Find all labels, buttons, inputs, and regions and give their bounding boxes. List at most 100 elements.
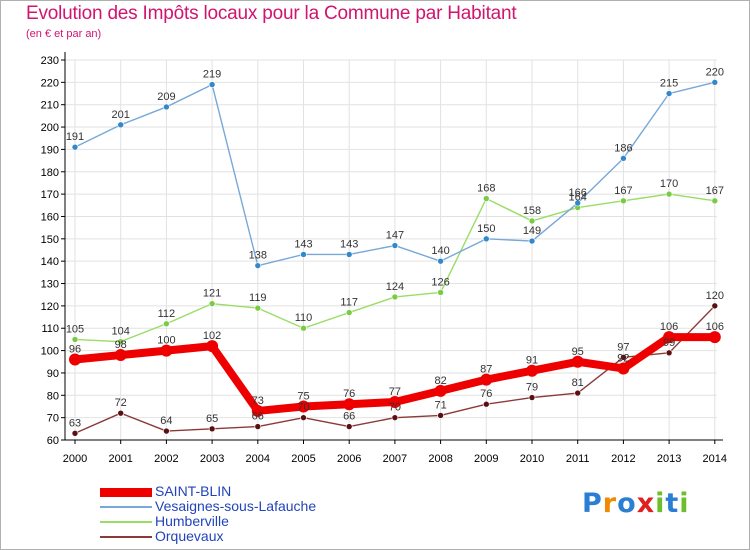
data-point-humberville <box>620 197 627 205</box>
data-point-humberville <box>208 300 216 307</box>
data-point-orquevaux <box>254 423 262 430</box>
y-tick-label: 160 <box>41 211 59 223</box>
data-label-saint-blin: 95 <box>572 346 584 358</box>
data-label-humberville: 167 <box>614 185 632 197</box>
x-tick-label: 2012 <box>611 453 635 465</box>
data-point-orquevaux <box>482 400 490 408</box>
data-point-orquevaux <box>620 353 627 361</box>
data-point-humberville <box>711 197 719 205</box>
data-point-humberville <box>528 217 536 225</box>
data-label-humberville: 168 <box>477 183 495 195</box>
data-point-saint-blin <box>663 331 676 344</box>
x-tick-label: 2008 <box>428 453 452 465</box>
y-tick-label: 60 <box>47 435 59 447</box>
y-tick-label: 80 <box>47 390 59 402</box>
x-tick-label: 2001 <box>108 453 132 465</box>
y-tick-label: 220 <box>41 77 59 89</box>
data-point-saint-blin <box>160 344 173 357</box>
data-label-vesaignes-sous-lafauche: 219 <box>203 69 221 81</box>
data-label-orquevaux: 79 <box>526 382 538 394</box>
x-tick-label: 2003 <box>200 453 224 465</box>
data-label-vesaignes-sous-lafauche: 143 <box>340 238 358 250</box>
data-point-orquevaux <box>574 389 582 397</box>
data-label-humberville: 124 <box>386 281 404 293</box>
data-label-vesaignes-sous-lafauche: 215 <box>660 78 678 90</box>
legend-label-vesaignes: Vesaignes-sous-Lafauche <box>155 498 317 514</box>
legend-swatch-humberville <box>100 521 152 523</box>
y-tick-label: 190 <box>41 144 59 156</box>
data-label-orquevaux: 97 <box>617 341 629 353</box>
data-label-orquevaux: 70 <box>389 402 401 414</box>
data-point-humberville <box>665 190 673 198</box>
data-point-humberville <box>391 293 399 301</box>
data-point-saint-blin <box>297 400 310 413</box>
series-lines <box>69 79 721 437</box>
y-tick-label: 120 <box>41 301 59 313</box>
data-point-saint-blin <box>388 396 401 408</box>
chart-subtitle: (en € et par an) <box>26 28 102 40</box>
data-label-saint-blin: 82 <box>434 375 446 387</box>
y-tick-label: 230 <box>41 55 59 67</box>
data-point-vesaignes-sous-lafauche <box>711 79 719 86</box>
x-tick-label: 2009 <box>474 453 498 465</box>
data-label-orquevaux: 65 <box>206 413 218 425</box>
data-point-vesaignes-sous-lafauche <box>574 199 582 207</box>
data-point-orquevaux <box>163 427 170 435</box>
y-tick-label: 210 <box>41 100 59 112</box>
data-label-orquevaux: 99 <box>663 337 675 349</box>
data-label-saint-blin: 73 <box>252 395 264 407</box>
data-label-orquevaux: 120 <box>706 290 724 302</box>
y-tick-label: 90 <box>47 368 59 380</box>
axes <box>61 52 723 444</box>
logo-letter: i <box>679 488 690 519</box>
data-point-saint-blin <box>480 373 493 386</box>
data-label-saint-blin: 75 <box>297 390 309 402</box>
data-label-orquevaux: 66 <box>252 411 264 423</box>
y-tick-label: 150 <box>41 234 59 246</box>
data-label-saint-blin: 92 <box>617 352 629 364</box>
y-tick-label: 200 <box>41 122 59 134</box>
data-label-vesaignes-sous-lafauche: 209 <box>157 91 175 103</box>
data-point-saint-blin <box>708 331 721 344</box>
data-label-humberville: 164 <box>569 192 587 204</box>
data-point-vesaignes-sous-lafauche <box>620 155 627 162</box>
data-label-saint-blin: 96 <box>69 344 81 356</box>
y-tick-labels: 60 70 80 90 100 110 120 130 140 150 160 170 180 190 20… <box>41 55 59 447</box>
data-point-vesaignes-sous-lafauche <box>437 257 444 265</box>
data-point-humberville <box>163 320 170 328</box>
data-label-vesaignes-sous-lafauche: 220 <box>706 66 724 78</box>
data-label-saint-blin: 102 <box>203 330 221 342</box>
data-label-humberville: 105 <box>66 323 84 335</box>
logo-letter: i <box>655 488 666 519</box>
data-point-saint-blin <box>526 364 538 377</box>
x-tick-label: 2005 <box>291 453 315 465</box>
logo-letter: P <box>582 488 603 519</box>
legend-label-orquevaux: Orquevaux <box>155 528 224 544</box>
data-point-vesaignes-sous-lafauche <box>300 251 307 258</box>
y-tick-label: 70 <box>47 413 59 425</box>
grid-lines <box>65 59 717 440</box>
data-point-humberville <box>345 309 353 316</box>
data-label-humberville: 170 <box>660 178 678 190</box>
data-point-orquevaux <box>437 412 444 419</box>
data-point-saint-blin <box>114 349 127 362</box>
logo-letter: r <box>602 488 618 519</box>
data-point-vesaignes-sous-lafauche <box>391 242 399 249</box>
x-tick-label: 2006 <box>337 453 361 465</box>
x-tick-labels: 2000 2001 2002 2003 2004 2005 2006 2007 2008 2009… <box>63 453 727 465</box>
data-label-vesaignes-sous-lafauche: 149 <box>523 225 541 237</box>
y-tick-label: 130 <box>41 279 59 291</box>
data-point-orquevaux <box>391 414 399 421</box>
data-label-vesaignes-sous-lafauche: 140 <box>431 245 449 257</box>
data-point-humberville <box>300 324 307 332</box>
data-point-vesaignes-sous-lafauche <box>528 237 536 245</box>
data-point-orquevaux <box>711 302 719 310</box>
data-point-vesaignes-sous-lafauche <box>345 251 353 258</box>
data-label-saint-blin: 76 <box>343 388 355 400</box>
data-label-vesaignes-sous-lafauche: 143 <box>294 238 312 250</box>
data-point-saint-blin <box>343 398 356 411</box>
y-tick-label: 100 <box>41 346 59 358</box>
data-point-humberville <box>117 338 124 345</box>
